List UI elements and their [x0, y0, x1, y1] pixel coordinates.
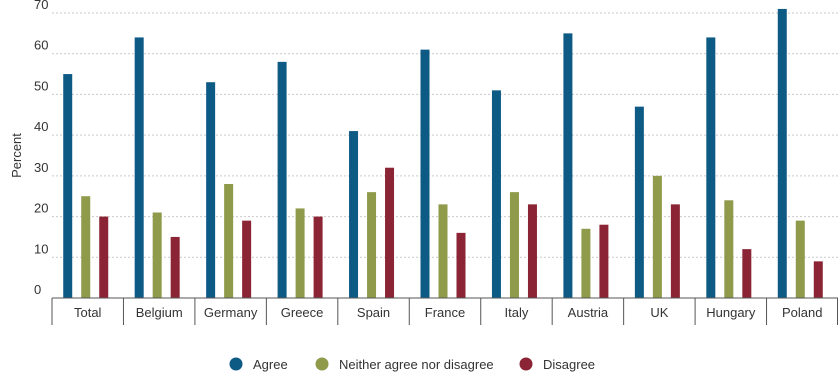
bar-agree-germany — [206, 82, 215, 298]
legend-marker — [230, 358, 243, 371]
y-tick-label: 30 — [34, 160, 48, 175]
y-tick-label: 50 — [34, 78, 48, 93]
bar-neither-agree-nor-disagree-total — [81, 196, 90, 298]
bar-disagree-austria — [599, 225, 608, 298]
x-category-label: France — [425, 305, 465, 320]
y-tick-label: 0 — [34, 282, 41, 297]
bar-disagree-uk — [671, 204, 680, 298]
legend-label: Disagree — [543, 357, 595, 372]
bar-neither-agree-nor-disagree-italy — [510, 192, 519, 298]
x-category-label: Hungary — [706, 305, 756, 320]
x-category-label: Belgium — [136, 305, 183, 320]
bar-disagree-germany — [242, 221, 251, 298]
x-category-label: Greece — [281, 305, 324, 320]
x-axis: Total Belgium Germany Greece Spain France Ital… — [52, 298, 838, 325]
bar-disagree-total — [99, 217, 108, 298]
legend-marker — [520, 358, 533, 371]
bars — [63, 9, 823, 298]
bar-neither-agree-nor-disagree-uk — [653, 176, 662, 298]
bar-agree-belgium — [135, 37, 144, 298]
x-category-label: Austria — [568, 305, 609, 320]
y-tick-label: 20 — [34, 201, 48, 216]
bar-agree-hungary — [706, 37, 715, 298]
legend-label: Neither agree nor disagree — [339, 357, 494, 372]
bar-neither-agree-nor-disagree-france — [439, 204, 448, 298]
y-tick-label: 70 — [34, 0, 48, 12]
bar-neither-agree-nor-disagree-spain — [367, 192, 376, 298]
bar-disagree-belgium — [171, 237, 180, 298]
bar-agree-austria — [563, 33, 572, 298]
bar-neither-agree-nor-disagree-austria — [581, 229, 590, 298]
y-tick-label: 40 — [34, 119, 48, 134]
y-axis-title: Percent — [9, 133, 24, 178]
bar-disagree-hungary — [742, 249, 751, 298]
y-tick-label: 10 — [34, 241, 48, 256]
bar-agree-poland — [778, 9, 787, 298]
x-category-label: Italy — [505, 305, 529, 320]
bar-agree-total — [63, 74, 72, 298]
bar-agree-spain — [349, 131, 358, 298]
bar-disagree-italy — [528, 204, 537, 298]
y-axis-ticks: 0 10 20 30 40 50 60 70 — [34, 0, 48, 297]
bar-neither-agree-nor-disagree-hungary — [724, 200, 733, 298]
x-category-label: UK — [650, 305, 668, 320]
x-category-label: Germany — [204, 305, 258, 320]
bar-neither-agree-nor-disagree-greece — [296, 208, 305, 298]
x-category-label: Poland — [782, 305, 822, 320]
x-category-label: Spain — [357, 305, 390, 320]
legend-marker — [316, 358, 329, 371]
y-tick-label: 60 — [34, 38, 48, 53]
bar-agree-uk — [635, 107, 644, 298]
legend: Agree Neither agree nor disagree Disagree — [230, 357, 596, 372]
bar-neither-agree-nor-disagree-belgium — [153, 213, 162, 299]
bar-agree-france — [421, 50, 430, 298]
bar-disagree-poland — [814, 261, 823, 298]
bar-agree-italy — [492, 90, 501, 298]
bar-neither-agree-nor-disagree-germany — [224, 184, 233, 298]
legend-label: Agree — [253, 357, 288, 372]
bar-neither-agree-nor-disagree-poland — [796, 221, 805, 298]
bar-disagree-france — [457, 233, 466, 298]
bar-agree-greece — [278, 62, 287, 298]
bar-disagree-greece — [314, 217, 323, 298]
bar-disagree-spain — [385, 168, 394, 298]
x-category-label: Total — [74, 305, 102, 320]
